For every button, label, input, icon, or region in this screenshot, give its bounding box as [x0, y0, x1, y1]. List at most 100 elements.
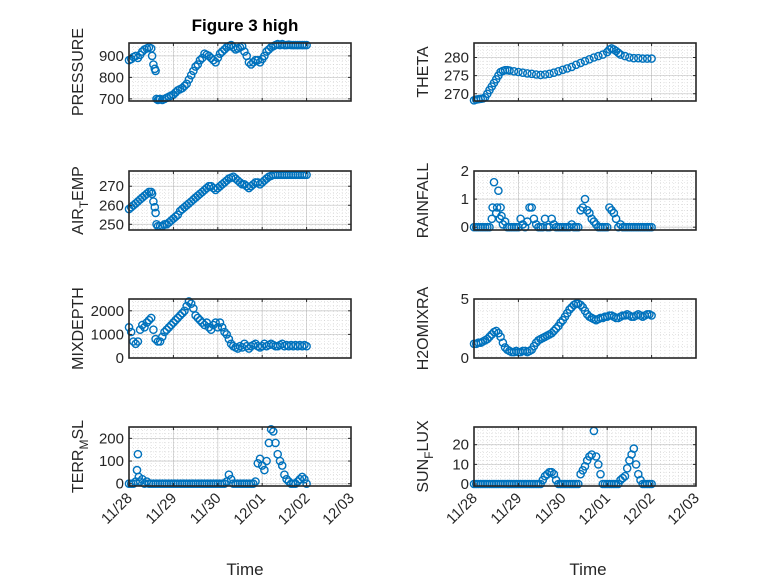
y-axis-label: TERRMSL — [70, 420, 91, 493]
y-tick-label: 2 — [461, 163, 469, 180]
data-point — [177, 308, 187, 318]
data-point — [647, 54, 656, 63]
data-point — [151, 66, 160, 76]
data-point — [233, 344, 243, 353]
axes-frame — [473, 170, 697, 231]
data-point — [150, 202, 160, 212]
data-point — [527, 203, 537, 212]
data-point — [215, 318, 225, 327]
data-point — [213, 322, 223, 332]
data-point — [496, 203, 505, 212]
data-point — [540, 70, 550, 79]
data-point — [554, 67, 563, 76]
data-point — [565, 305, 574, 314]
data-point — [302, 40, 311, 50]
data-point — [629, 53, 639, 63]
x-tick-label: 12/01 — [230, 490, 269, 529]
data-point — [609, 208, 619, 218]
data-point — [547, 328, 557, 338]
data-point — [155, 337, 165, 346]
y-tick-label: 5 — [461, 291, 469, 308]
x-tick-label: 11/28 — [98, 490, 136, 528]
data-point — [215, 49, 225, 59]
data-point — [611, 214, 621, 224]
x-axis-label-right: Time — [569, 560, 606, 579]
data-point — [177, 83, 187, 93]
data-point — [253, 458, 263, 468]
data-point — [204, 322, 214, 332]
subplot-rainfall: 0 1 2 RAINFALL — [415, 163, 697, 239]
data-point — [571, 60, 581, 70]
data-point — [149, 325, 158, 335]
data-point — [529, 214, 539, 224]
data-point — [297, 472, 307, 482]
data-point — [131, 51, 140, 61]
data-point — [146, 313, 156, 323]
data-point — [262, 456, 271, 466]
data-point — [226, 474, 236, 484]
data-point — [500, 217, 510, 226]
data-point — [576, 300, 585, 310]
data-point — [489, 177, 499, 187]
data-point — [596, 469, 605, 479]
data-point — [135, 325, 145, 335]
data-point — [491, 326, 501, 336]
subplot-terr_msl: 0 100 200 11/28 11/29 11/30 12/01 12/02 12/03 TER… — [70, 420, 358, 529]
data-point — [271, 438, 280, 448]
data-point — [638, 54, 648, 63]
axes-frame — [128, 426, 352, 487]
data-point — [257, 461, 267, 470]
y-axis-label: AIRTEMP — [70, 166, 91, 235]
y-tick-label: 10 — [452, 456, 469, 473]
y-tick-label: 0 — [116, 350, 124, 367]
data-point — [211, 318, 220, 327]
data-point — [133, 449, 143, 459]
data-point — [180, 306, 189, 316]
data-point — [160, 327, 169, 337]
data-point — [186, 299, 196, 309]
data-point — [498, 338, 508, 348]
data-point — [527, 69, 537, 79]
data-point — [142, 189, 152, 199]
data-point — [551, 324, 561, 333]
data-point — [142, 318, 152, 327]
data-point — [251, 477, 260, 486]
data-point — [547, 214, 557, 224]
data-point — [302, 341, 311, 351]
x-tick-label: 11/29 — [487, 490, 525, 528]
data-point — [240, 47, 249, 56]
data-point — [162, 325, 171, 335]
x-tick-label: 11/29 — [142, 490, 180, 528]
subplot-h2omixra: 0 5 H2OMIXRA — [415, 286, 697, 370]
data-point — [558, 65, 568, 75]
data-point — [191, 62, 200, 71]
y-axis-label: RAINFALL — [415, 163, 432, 239]
data-point — [193, 313, 203, 323]
data-point — [260, 465, 269, 475]
data-point — [634, 53, 643, 63]
data-point — [629, 444, 639, 453]
data-point — [505, 66, 514, 75]
data-point — [647, 479, 656, 489]
data-point — [180, 81, 189, 91]
data-point — [302, 479, 311, 489]
data-point — [169, 318, 178, 327]
data-point — [625, 53, 634, 62]
x-tick-label: 12/02 — [275, 490, 314, 529]
data-point — [618, 473, 628, 483]
data-point — [164, 322, 174, 332]
data-point — [171, 212, 180, 221]
y-tick-label: 1 — [461, 191, 469, 208]
y-tick-label: 0 — [461, 476, 469, 493]
y-tick-label: 260 — [99, 197, 124, 214]
data-point — [220, 327, 229, 337]
data-point — [262, 47, 271, 56]
data-point — [151, 208, 160, 218]
y-tick-label: 2000 — [91, 303, 124, 320]
y-tick-label: 1000 — [91, 326, 124, 343]
axes-frame — [473, 426, 697, 487]
x-tick-label: 12/01 — [575, 490, 614, 529]
data-point — [589, 53, 599, 62]
data-point — [157, 332, 167, 342]
y-tick-label: 200 — [99, 430, 124, 447]
